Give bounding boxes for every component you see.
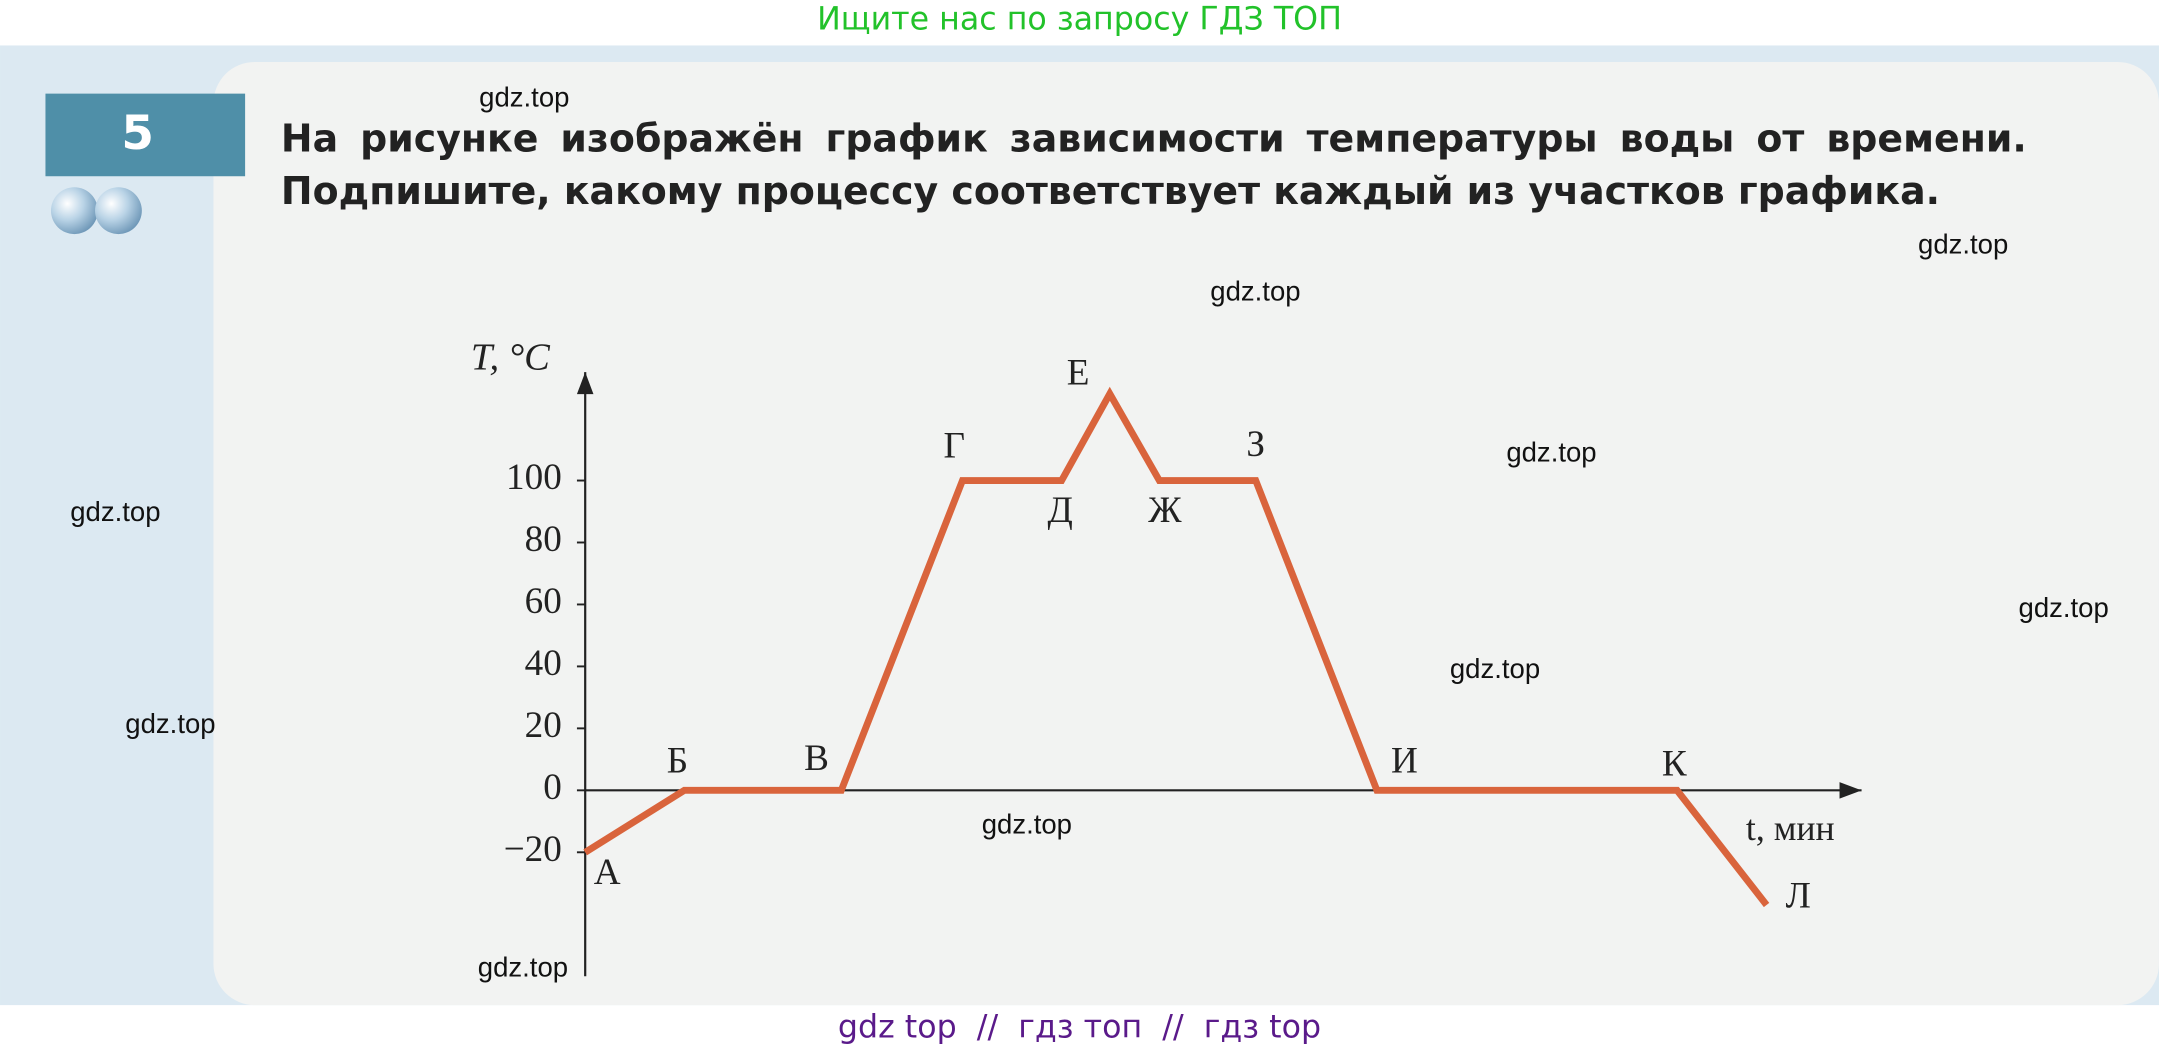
point-label: Д — [1048, 490, 1073, 531]
watermark: gdz.top — [2019, 592, 2109, 623]
point-label: В — [804, 738, 829, 779]
watermark: gdz.top — [1450, 653, 1540, 684]
watermarks: gdz.top gdz.top gdz.top gdz.top gdz.top gdz.t… — [70, 81, 2109, 982]
header-banner: Ищите нас по запросу ГДЗ ТОП — [817, 2, 1342, 38]
watermark: gdz.top — [1918, 229, 2008, 260]
watermark: gdz.top — [1506, 437, 1596, 468]
x-axis-label: t, мин — [1746, 808, 1835, 848]
watermark: gdz.top — [982, 808, 1072, 839]
watermark: gdz.top — [1210, 276, 1300, 307]
point-label: А — [594, 852, 621, 893]
point-label: К — [1662, 743, 1687, 784]
difficulty-ball — [50, 187, 98, 235]
point-label: Б — [667, 741, 688, 782]
y-tick-label: 60 — [525, 581, 562, 622]
point-label: Ж — [1148, 490, 1182, 531]
point-label: Г — [943, 425, 964, 466]
y-axis-arrow — [576, 372, 594, 395]
task-text-box: На рисунке изображён график зависимости … — [280, 117, 2027, 214]
temperature-line — [583, 386, 1770, 908]
difficulty-ball — [95, 187, 142, 235]
point-label: Л — [1786, 876, 1811, 917]
chart: T, °C t, мин −20 0 20 40 60 80 100 А Б В Г Д Е Ж З И К Л — [471, 337, 1862, 977]
x-axis-arrow — [1839, 782, 1862, 799]
point-label: З — [1246, 424, 1265, 465]
y-tick-label: 80 — [525, 519, 562, 560]
task-number-box — [45, 93, 246, 177]
point-label: Е — [1067, 352, 1090, 393]
y-tick-label: 40 — [525, 643, 562, 684]
footer: gdz top // гдз топ // гдз top — [838, 1010, 1321, 1046]
y-tick-label: 0 — [543, 767, 562, 808]
y-tick-label: 100 — [506, 457, 562, 498]
task-number: 5 — [121, 107, 154, 161]
y-axis-label: T, °C — [471, 337, 551, 379]
y-tick-label: −20 — [504, 829, 562, 870]
task-text: На рисунке изображён график зависимости … — [280, 117, 2027, 214]
point-label: И — [1391, 741, 1418, 782]
page-sheet — [213, 61, 2159, 1006]
watermark: gdz.top — [70, 496, 160, 527]
y-tick-label: 20 — [525, 705, 562, 746]
watermark: gdz.top — [478, 952, 568, 983]
watermark: gdz.top — [479, 81, 569, 112]
watermark: gdz.top — [125, 708, 215, 739]
